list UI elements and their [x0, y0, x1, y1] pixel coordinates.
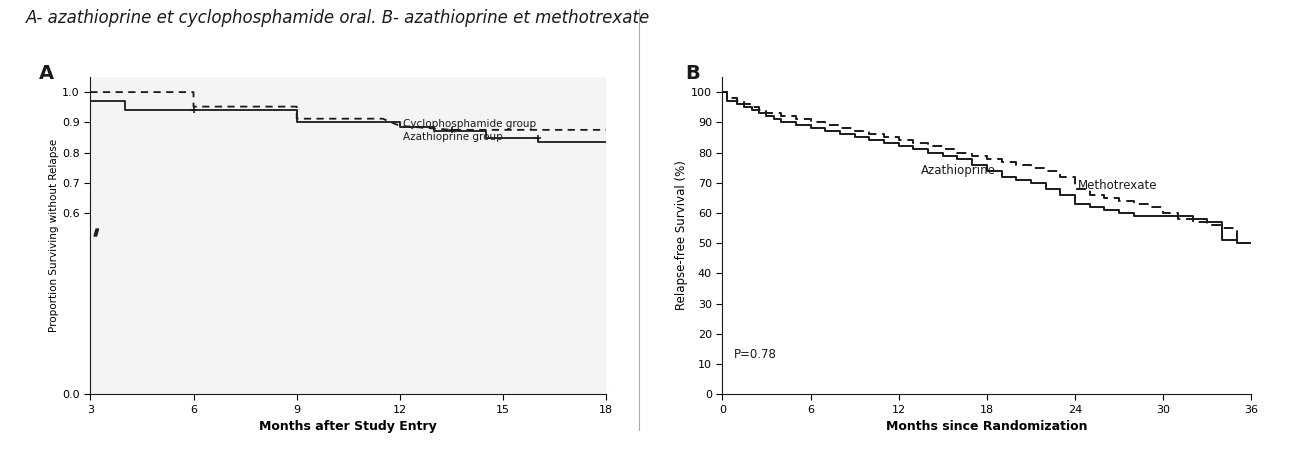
Text: A: A — [39, 64, 54, 83]
X-axis label: Months since Randomization: Months since Randomization — [886, 420, 1087, 433]
Y-axis label: Relapse-free Survival (%): Relapse-free Survival (%) — [675, 161, 688, 310]
Text: Cyclophosphamide group: Cyclophosphamide group — [404, 119, 537, 129]
X-axis label: Months after Study Entry: Months after Study Entry — [259, 420, 437, 433]
Y-axis label: Proportion Surviving without Relapse: Proportion Surviving without Relapse — [49, 139, 59, 332]
Text: B: B — [685, 64, 700, 83]
Text: P=0.78: P=0.78 — [734, 348, 777, 361]
Text: Methotrexate: Methotrexate — [1078, 179, 1157, 192]
Text: Azathioprine group: Azathioprine group — [404, 131, 503, 141]
Text: A- azathioprine et cyclophosphamide oral. B- azathioprine et methotrexate: A- azathioprine et cyclophosphamide oral… — [26, 9, 650, 27]
Text: Azathioprine: Azathioprine — [921, 164, 996, 177]
